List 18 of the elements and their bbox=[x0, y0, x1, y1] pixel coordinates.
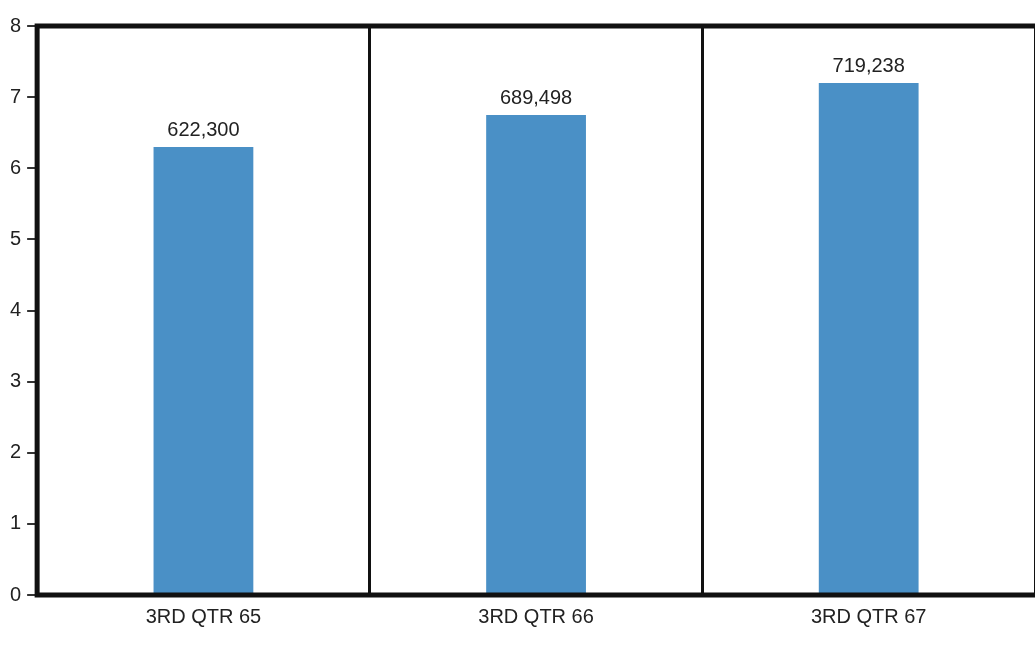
bar bbox=[818, 82, 919, 594]
bar bbox=[153, 146, 254, 594]
annotation: 622,300 bbox=[167, 118, 240, 141]
annotation: 719,238 bbox=[832, 54, 905, 77]
x-tick-label: 3RD QTR 65 bbox=[145, 604, 262, 627]
y-tick-label: 0 bbox=[10, 582, 22, 605]
y-tick-label: 1 bbox=[10, 511, 22, 534]
y-tick-label: 4 bbox=[10, 298, 22, 321]
bar bbox=[486, 114, 586, 594]
y-tick-label: 8 bbox=[10, 13, 22, 36]
x-tick-label: 3RD QTR 66 bbox=[478, 604, 594, 627]
y-tick-label: 7 bbox=[10, 84, 22, 107]
y-tick-label: 5 bbox=[10, 226, 22, 249]
y-tick-label: 3 bbox=[10, 369, 22, 392]
y-tick-label: 6 bbox=[10, 155, 22, 178]
y-tick-label: 2 bbox=[10, 440, 22, 463]
annotation: 689,498 bbox=[499, 86, 573, 109]
x-tick-label: 3RD QTR 67 bbox=[810, 604, 927, 627]
